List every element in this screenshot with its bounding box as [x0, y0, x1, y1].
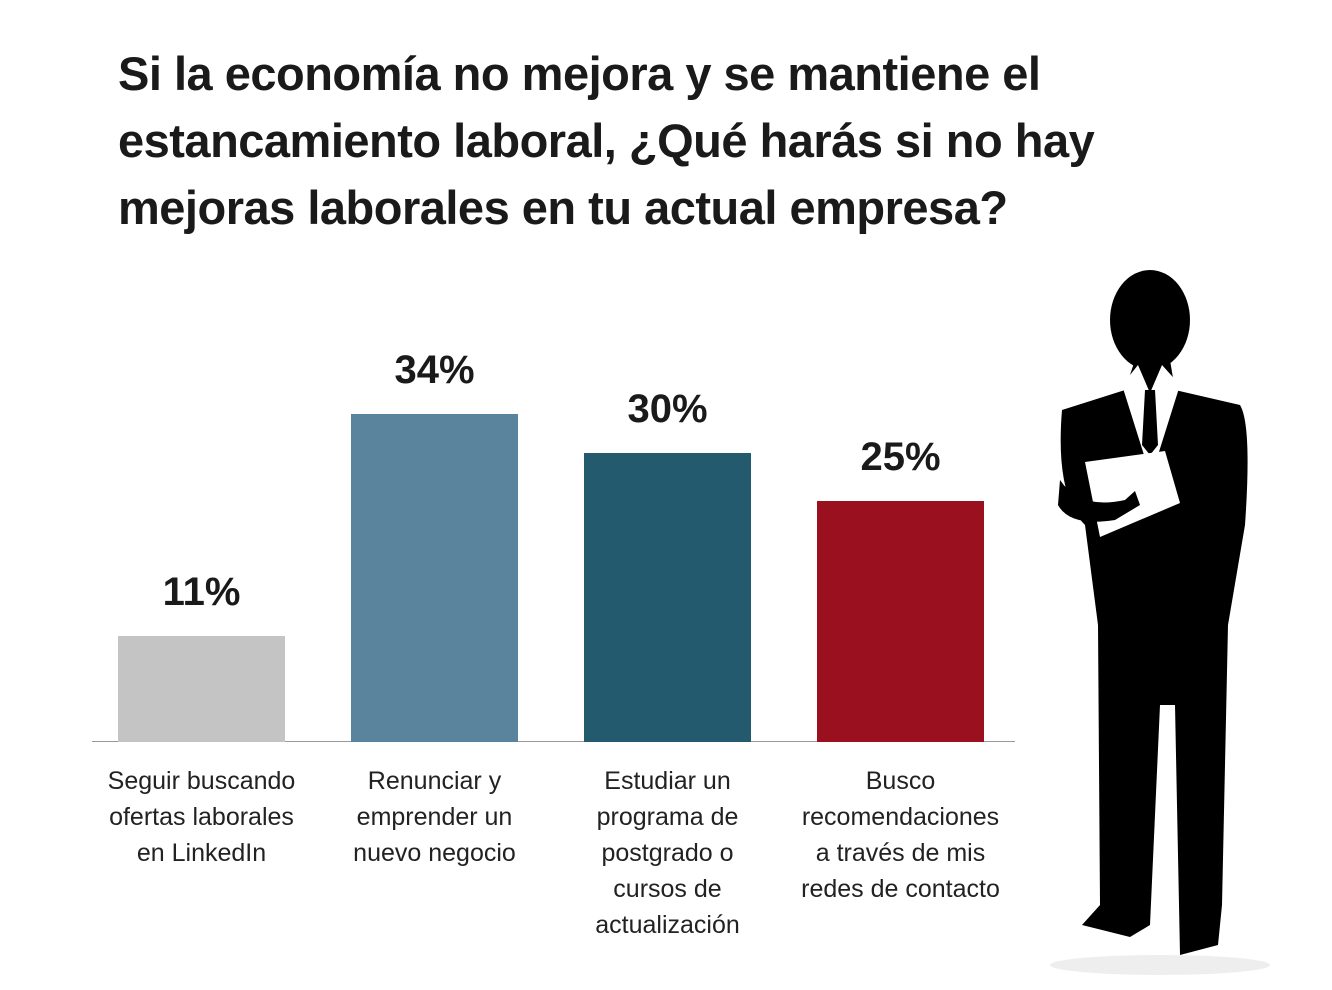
value-label: 30% — [627, 386, 708, 431]
category-label: Estudiar un programa de postgrado o curs… — [595, 767, 740, 939]
bar — [817, 501, 984, 742]
value-label: 34% — [394, 348, 475, 393]
value-label: 25% — [860, 435, 941, 479]
category-label: Seguir buscando ofertas laborales en Lin… — [107, 767, 296, 867]
category-label: Busco recomendaciones a través de mis re… — [801, 767, 1000, 903]
chart-title: Si la economía no mejora y se mantiene e… — [118, 47, 1095, 234]
businessman-silhouette — [1050, 270, 1270, 975]
bar — [118, 635, 285, 742]
bar — [351, 414, 518, 742]
value-label: 11% — [162, 569, 241, 614]
baseline — [92, 741, 1015, 742]
category-label: Renunciar y emprender un nuevo negocio — [353, 767, 516, 867]
bar — [584, 452, 751, 742]
